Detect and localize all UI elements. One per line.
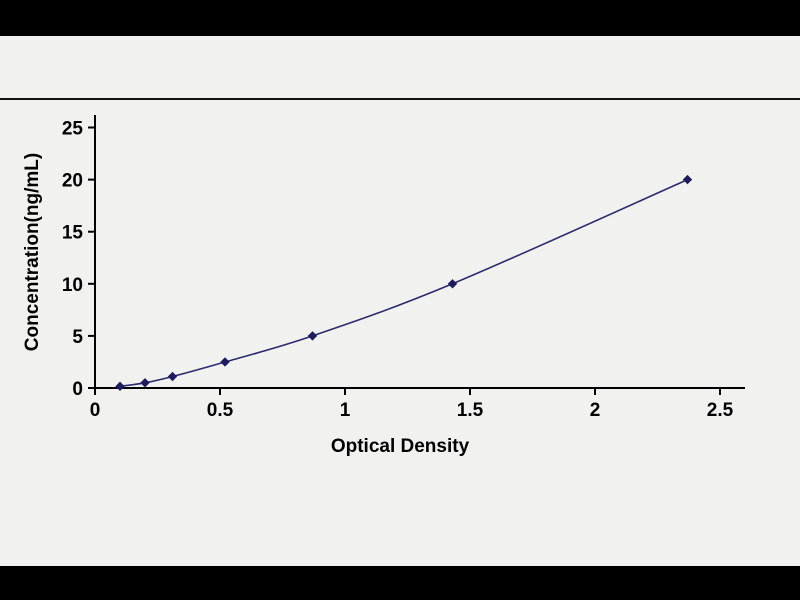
y-tick-label: 0 xyxy=(72,379,83,400)
y-tick-label: 25 xyxy=(62,119,84,140)
data-point-marker xyxy=(307,331,318,341)
x-tick-label: 0 xyxy=(90,400,101,421)
x-tick-label: 1 xyxy=(340,400,351,421)
data-point-marker xyxy=(220,357,230,367)
data-point-marker xyxy=(115,381,125,392)
y-tick-label: 15 xyxy=(62,223,84,244)
bottom-black-bar xyxy=(0,566,800,600)
chart-top-rule xyxy=(0,98,800,100)
x-tick-label: 2 xyxy=(590,400,601,421)
standard-curve-line xyxy=(119,178,688,388)
x-tick-label: 0.5 xyxy=(207,400,234,421)
y-axis-title: Concentration(ng/mL) xyxy=(22,152,43,352)
data-point-marker xyxy=(682,174,693,185)
x-axis-title: Optical Density xyxy=(330,436,470,457)
data-point-marker xyxy=(167,371,178,382)
y-tick-label: 5 xyxy=(72,327,83,348)
top-black-bar xyxy=(0,0,800,36)
x-tick-label: 1.5 xyxy=(457,400,484,421)
y-tick-label: 10 xyxy=(62,275,83,296)
x-tick-label: 2.5 xyxy=(707,400,734,421)
y-tick-label: 20 xyxy=(62,171,83,192)
data-point-marker xyxy=(447,279,458,289)
data-point-marker xyxy=(140,378,150,388)
